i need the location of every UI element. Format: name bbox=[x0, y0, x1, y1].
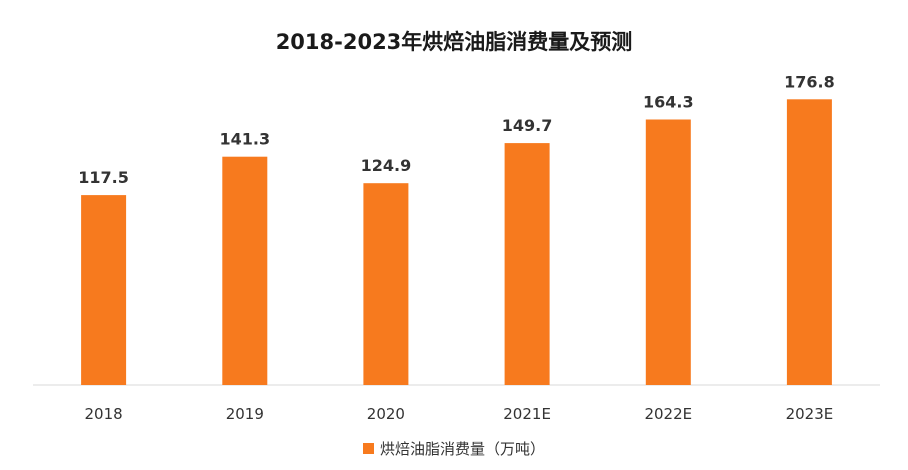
data-label-2022E: 164.3 bbox=[643, 93, 694, 112]
legend-label: 烘焙油脂消费量（万吨） bbox=[379, 440, 545, 458]
data-label-2021E: 149.7 bbox=[502, 116, 553, 135]
x-tick-label-2020: 2020 bbox=[367, 405, 405, 423]
data-label-2023E: 176.8 bbox=[784, 72, 835, 91]
data-label-2020: 124.9 bbox=[361, 156, 412, 175]
bar-2019 bbox=[222, 156, 268, 385]
bar-2020 bbox=[363, 183, 409, 385]
bar-2018 bbox=[81, 195, 127, 385]
x-tick-label-2022E: 2022E bbox=[644, 405, 692, 423]
x-tick-label-2018: 2018 bbox=[85, 405, 123, 423]
legend: 烘焙油脂消费量（万吨） bbox=[0, 438, 908, 459]
x-tick-label-2019: 2019 bbox=[226, 405, 264, 423]
x-tick-label-2021E: 2021E bbox=[503, 405, 551, 423]
bar-2023E bbox=[786, 99, 832, 386]
bar-2022E bbox=[645, 119, 691, 385]
data-label-2018: 117.5 bbox=[78, 168, 129, 187]
x-tick-label-2023E: 2023E bbox=[786, 405, 834, 423]
legend-swatch bbox=[362, 443, 374, 454]
data-label-2019: 141.3 bbox=[219, 130, 270, 149]
bar-2021E bbox=[504, 143, 550, 385]
chart-title: 2018-2023年烘焙油脂消费量及预测 bbox=[275, 30, 633, 54]
